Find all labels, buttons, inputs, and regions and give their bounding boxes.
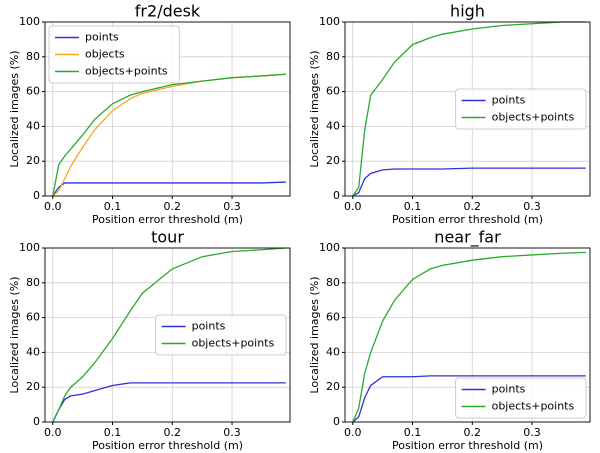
y-tick-label: 60 [26, 311, 40, 324]
legend-label: points [492, 94, 526, 107]
y-tick-label: 80 [326, 276, 340, 289]
subplot-title: high [450, 2, 485, 21]
y-tick-label: 100 [19, 15, 40, 28]
x-tick-label: 0.3 [523, 426, 541, 439]
plot-frame [44, 21, 291, 197]
plot-frame [44, 247, 291, 423]
x-tick-label: 0.1 [404, 426, 422, 439]
legend-box [155, 314, 287, 356]
data-line [52, 73, 286, 197]
x-tick-label: 0.0 [344, 426, 362, 439]
subplot: 0 20 40 60 80 100 0.0 0.1 0.2 0.3 high Position err… [308, 2, 591, 226]
subplot-title: fr2/desk [135, 2, 201, 21]
legend-label: objects [85, 48, 125, 61]
x-axis-label: Position error threshold (m) [92, 439, 243, 452]
subplot: 0 20 40 60 80 100 0.0 0.1 0.2 0.3 fr2/desk Position… [8, 2, 291, 226]
plot-frame [344, 247, 591, 423]
x-tick-label: 0.0 [344, 200, 362, 213]
y-axis-label: Localized images (%) [8, 276, 21, 393]
x-tick-label: 0.1 [104, 426, 122, 439]
legend-label: objects+points [85, 65, 168, 78]
y-tick-label: 40 [26, 345, 40, 358]
data-line [52, 73, 286, 197]
x-tick-label: 0.1 [404, 200, 422, 213]
legend-label: objects+points [492, 400, 575, 413]
x-axis-label: Position error threshold (m) [392, 439, 543, 452]
legend-label: points [192, 320, 226, 333]
legend-box [455, 88, 587, 130]
y-tick-label: 0 [33, 415, 40, 428]
subplot-title: near_far [434, 228, 501, 248]
x-tick-label: 0.2 [464, 200, 482, 213]
y-tick-label: 0 [333, 189, 340, 202]
data-line [52, 382, 286, 423]
subplot: 0 20 40 60 80 100 0.0 0.1 0.2 0.3 tour Position err… [8, 228, 291, 452]
x-tick-label: 0.0 [44, 200, 62, 213]
y-axis-label: Localized images (%) [308, 276, 321, 393]
y-tick-label: 60 [326, 311, 340, 324]
legend-label: objects+points [192, 337, 275, 350]
data-line [352, 375, 586, 423]
y-tick-label: 20 [326, 154, 340, 167]
y-tick-label: 40 [26, 119, 40, 132]
y-tick-label: 100 [319, 241, 340, 254]
subplot-title: tour [151, 228, 184, 247]
x-axis-label: Position error threshold (m) [392, 213, 543, 226]
x-tick-label: 0.0 [44, 426, 62, 439]
y-tick-label: 60 [326, 85, 340, 98]
y-tick-label: 80 [326, 50, 340, 63]
y-tick-label: 20 [326, 380, 340, 393]
y-tick-label: 100 [319, 15, 340, 28]
data-line [352, 21, 586, 197]
x-tick-label: 0.3 [223, 426, 241, 439]
legend-box [48, 25, 180, 84]
y-tick-label: 80 [26, 276, 40, 289]
legend-box [455, 377, 587, 419]
y-tick-label: 40 [326, 345, 340, 358]
y-tick-label: 80 [26, 50, 40, 63]
x-tick-label: 0.1 [104, 200, 122, 213]
x-tick-label: 0.3 [523, 200, 541, 213]
y-tick-label: 0 [333, 415, 340, 428]
y-axis-label: Localized images (%) [308, 50, 321, 167]
data-line [52, 181, 286, 197]
legend-label: objects+points [492, 111, 575, 124]
x-tick-label: 0.2 [164, 426, 182, 439]
y-tick-label: 0 [33, 189, 40, 202]
data-line [52, 247, 286, 423]
legend-label: points [85, 31, 119, 44]
y-tick-label: 40 [326, 119, 340, 132]
y-axis-label: Localized images (%) [8, 50, 21, 167]
y-tick-label: 20 [26, 154, 40, 167]
data-line [352, 251, 586, 423]
subplot: 0 20 40 60 80 100 0.0 0.1 0.2 0.3 near_far Position… [308, 228, 591, 452]
y-tick-label: 20 [26, 380, 40, 393]
x-axis-label: Position error threshold (m) [92, 213, 243, 226]
legend-label: points [492, 383, 526, 396]
x-tick-label: 0.2 [164, 200, 182, 213]
y-tick-label: 100 [19, 241, 40, 254]
data-line [352, 167, 586, 197]
x-tick-label: 0.3 [223, 200, 241, 213]
x-tick-label: 0.2 [464, 426, 482, 439]
plot-frame [344, 21, 591, 197]
y-tick-label: 60 [26, 85, 40, 98]
